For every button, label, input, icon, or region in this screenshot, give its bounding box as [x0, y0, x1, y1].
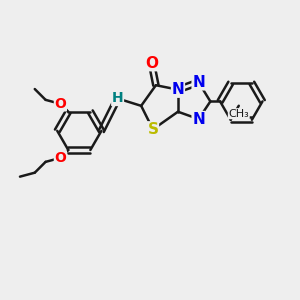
Text: O: O: [145, 56, 158, 70]
Text: S: S: [147, 122, 158, 137]
Text: H: H: [112, 92, 123, 106]
Text: N: N: [172, 82, 184, 97]
Text: O: O: [54, 97, 66, 111]
Text: N: N: [192, 112, 205, 127]
Text: N: N: [192, 75, 205, 90]
Text: O: O: [54, 151, 66, 165]
Text: CH₃: CH₃: [228, 109, 249, 119]
